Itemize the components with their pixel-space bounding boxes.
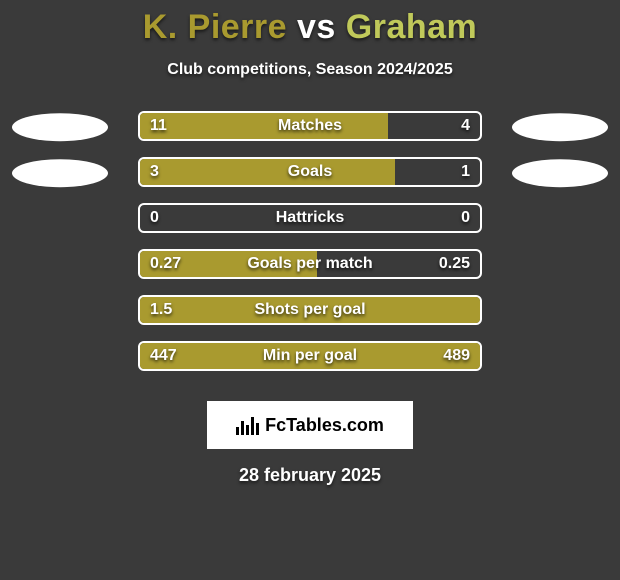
- stat-bar-fill: [140, 297, 480, 323]
- subtitle: Club competitions, Season 2024/2025: [0, 61, 620, 79]
- player1-name: K. Pierre: [143, 8, 287, 46]
- stat-bar: 0.27Goals per match0.25: [138, 249, 482, 279]
- fctables-logo: FcTables.com: [207, 401, 413, 449]
- stat-bar: 0Hattricks0: [138, 203, 482, 233]
- date-text: 28 february 2025: [0, 465, 620, 486]
- comparison-title: K. Pierre vs Graham: [0, 0, 620, 47]
- stat-right-value: 4: [461, 117, 470, 135]
- player1-badge: [12, 113, 108, 141]
- stat-bar: 447Min per goal489: [138, 341, 482, 371]
- stat-bar-fill: [140, 251, 317, 277]
- player2-name: Graham: [346, 8, 478, 46]
- vs-text: vs: [297, 8, 336, 46]
- stat-bar: 11Matches4: [138, 111, 482, 141]
- logo-text: FcTables.com: [265, 415, 384, 436]
- player1-badge: [12, 159, 108, 187]
- stat-left-value: 0: [150, 209, 159, 227]
- stat-right-value: 0.25: [439, 255, 470, 273]
- stat-row: 0Hattricks0: [0, 199, 620, 245]
- stat-bar-fill: [140, 343, 480, 369]
- stat-bar: 1.5Shots per goal: [138, 295, 482, 325]
- player2-badge: [512, 159, 608, 187]
- stat-right-value: 1: [461, 163, 470, 181]
- stat-row: 1.5Shots per goal: [0, 291, 620, 337]
- player2-badge: [512, 113, 608, 141]
- stat-label: Hattricks: [140, 209, 480, 227]
- stat-row: 0.27Goals per match0.25: [0, 245, 620, 291]
- stat-row: 11Matches4: [0, 107, 620, 153]
- stat-bar-fill: [140, 113, 388, 139]
- stat-right-value: 0: [461, 209, 470, 227]
- logo-bars-icon: [236, 415, 259, 435]
- stat-row: 3Goals1: [0, 153, 620, 199]
- stat-rows: 11Matches4 3Goals1 0Hattricks0 0.27Goals pe…: [0, 107, 620, 383]
- stat-bar: 3Goals1: [138, 157, 482, 187]
- stat-bar-fill: [140, 159, 395, 185]
- stat-row: 447Min per goal489: [0, 337, 620, 383]
